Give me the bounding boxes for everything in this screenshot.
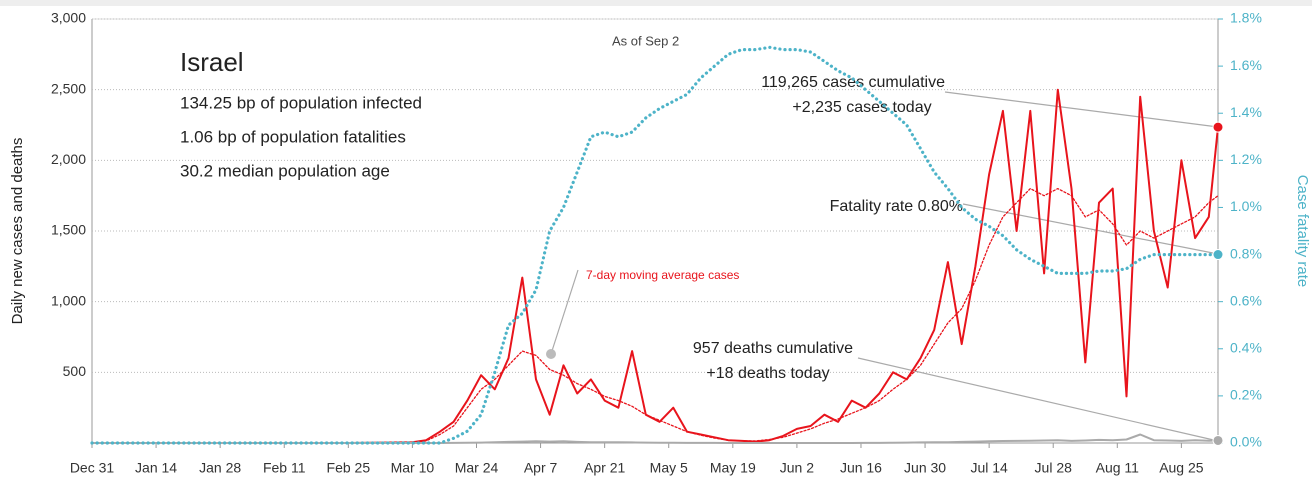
x-tick-label: Jul 28 [1035, 460, 1073, 476]
y-axis-label: Daily new cases and deaths [9, 138, 26, 325]
end-marker [1212, 249, 1224, 261]
leader-line [962, 203, 1219, 255]
y2-tick-label: 0.6% [1230, 292, 1262, 308]
annotation: 119,265 cases cumulative [761, 74, 945, 91]
y2-tick-label: 1.8% [1230, 10, 1262, 26]
leader-line [944, 91, 1219, 128]
y2-tick-label: 1.6% [1230, 57, 1262, 73]
series-line [91, 187, 1219, 444]
label-dot [546, 349, 556, 359]
annotation: 957 deaths cumulative [693, 340, 853, 357]
y2-tick-label: 0.2% [1230, 387, 1262, 403]
x-tick-label: Jun 16 [840, 460, 882, 476]
y-tick-label: 1,500 [51, 222, 86, 238]
y-tick-label: 2,500 [51, 80, 86, 96]
x-tick-label: Mar 10 [391, 460, 435, 476]
x-tick-label: Mar 24 [455, 460, 499, 476]
x-tick-label: May 19 [710, 460, 756, 476]
series-label: 7-day moving average cases [586, 268, 739, 282]
x-tick-label: Feb 11 [263, 460, 306, 476]
end-marker [1212, 434, 1224, 446]
x-tick-label: May 5 [650, 460, 688, 476]
y2-tick-label: 0.8% [1230, 245, 1262, 261]
annotation: As of Sep 2 [612, 33, 679, 48]
annotation: +18 deaths today [706, 365, 829, 382]
series-line [91, 433, 1219, 444]
y2-tick-label: 1.4% [1230, 104, 1262, 120]
top-band [0, 0, 1312, 6]
y-tick-label: 2,000 [51, 151, 86, 167]
leader-line [857, 357, 1219, 442]
x-tick-label: Apr 7 [524, 460, 558, 476]
series-line [91, 88, 1219, 444]
y2-tick-label: 0.4% [1230, 339, 1262, 355]
subtitle: 134.25 bp of population infected [180, 93, 422, 112]
end-marker [1212, 121, 1224, 133]
x-tick-label: Dec 31 [70, 460, 115, 476]
subtitle: 1.06 bp of population fatalities [180, 127, 406, 146]
series-line [90, 45, 1220, 445]
y-tick-label: 500 [63, 363, 87, 379]
y-tick-label: 3,000 [51, 10, 86, 26]
leader-line [550, 269, 579, 355]
x-tick-label: Jun 2 [780, 460, 814, 476]
x-tick-label: Jun 30 [904, 460, 946, 476]
y2-tick-label: 0.0% [1230, 434, 1262, 450]
y2-tick-label: 1.0% [1230, 198, 1262, 214]
x-tick-label: Aug 25 [1159, 460, 1204, 476]
x-tick-label: Aug 11 [1096, 460, 1140, 476]
y2-tick-label: 1.2% [1230, 151, 1262, 167]
x-tick-label: Jan 28 [199, 460, 241, 476]
x-tick-label: Feb 25 [327, 460, 371, 476]
y-tick-label: 1,000 [51, 292, 86, 308]
x-tick-label: Apr 21 [584, 460, 625, 476]
x-tick-label: Jul 14 [970, 460, 1008, 476]
x-tick-label: Jan 14 [135, 460, 177, 476]
y2-axis-label: Case fatality rate [1294, 175, 1311, 288]
chart-title: Israel [180, 47, 244, 77]
subtitle: 30.2 median population age [180, 161, 390, 180]
annotation: +2,235 cases today [792, 99, 931, 116]
annotation: Fatality rate 0.80% [830, 198, 963, 215]
